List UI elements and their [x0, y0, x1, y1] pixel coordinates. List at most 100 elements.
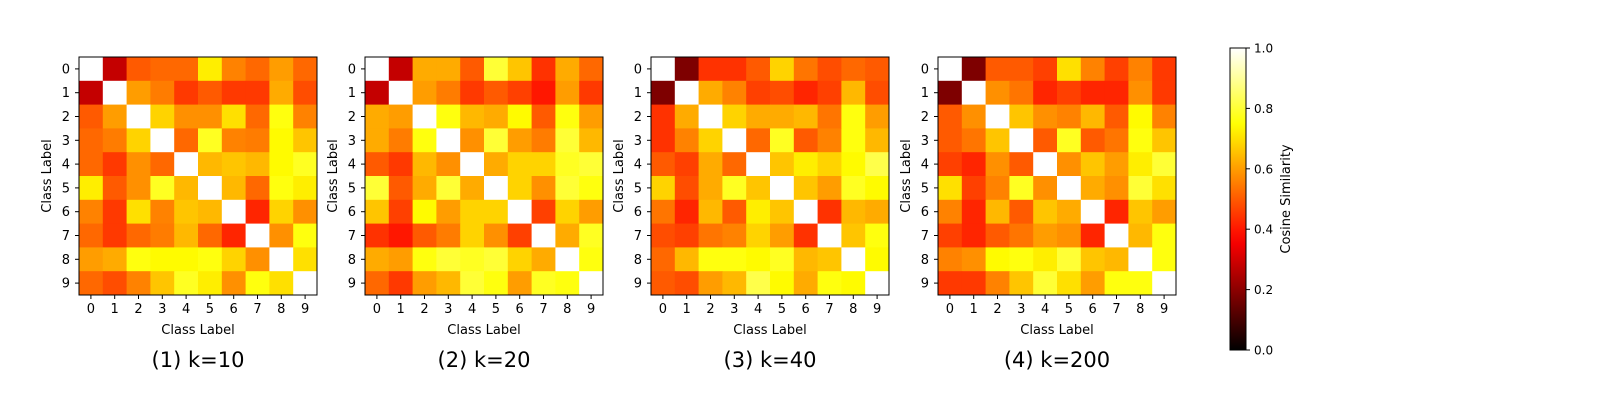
heatmap-cell: [221, 199, 247, 225]
colorbar: 0.0 0.2 0.4 0.6 0.8 1.0 Cosine Similarity: [1229, 42, 1294, 358]
heatmap-cell: [150, 152, 175, 177]
heatmap-cell: [579, 176, 604, 201]
x-tick-label: 4: [1041, 302, 1049, 317]
heatmap-cell: [555, 247, 580, 272]
heatmap-cell: [746, 57, 771, 82]
heatmap-cell: [484, 128, 509, 153]
colorbar-tick-label: 0.6: [1254, 162, 1273, 176]
heatmap-cell: [1033, 80, 1058, 106]
heatmap-cell: [365, 271, 390, 296]
x-tick-label: 2: [134, 302, 142, 317]
heatmap-cell: [126, 152, 151, 177]
heatmap-cell: [722, 247, 747, 272]
heatmap-cell: [817, 223, 842, 248]
heatmap-cell: [365, 128, 390, 153]
heatmap-cell: [221, 223, 247, 248]
heatmap-cell: [531, 271, 556, 296]
x-tick-label: 2: [993, 302, 1001, 317]
heatmap-cell: [817, 128, 842, 153]
heatmap-cell: [770, 152, 795, 177]
heatmap-cell: [269, 271, 294, 296]
x-tick-label: 9: [587, 302, 595, 317]
heatmap-cell: [365, 247, 390, 272]
heatmap-cell: [817, 104, 842, 129]
x-tick-label: 5: [1065, 302, 1073, 317]
heatmap-cell: [1033, 176, 1058, 201]
heatmap-cell: [79, 176, 104, 201]
heatmap-cell: [150, 104, 175, 129]
heatmap-cell: [150, 271, 175, 296]
heatmap-cell: [555, 223, 580, 248]
heatmap-cell: [1104, 199, 1129, 225]
heatmap-cell: [865, 199, 890, 225]
heatmap-cell: [1057, 80, 1082, 106]
heatmap-cell: [150, 199, 175, 225]
x-tick-label: 0: [659, 302, 667, 317]
heatmap-cell: [674, 271, 700, 296]
heatmap-cell: [651, 176, 676, 201]
heatmap-cell: [674, 104, 700, 129]
heatmap-cell: [484, 80, 509, 106]
heatmap-cell: [174, 152, 199, 177]
heatmap-cell: [985, 80, 1010, 106]
heatmap-cell: [436, 57, 461, 82]
heatmap-cell: [1152, 152, 1177, 177]
heatmap-cell: [1128, 271, 1153, 296]
y-tick-label: 0: [921, 62, 929, 77]
heatmap-cell: [817, 152, 842, 177]
heatmap-cell: [1080, 176, 1106, 201]
heatmap-cell: [460, 152, 485, 177]
heatmap-cell: [722, 271, 747, 296]
heatmap-cell: [674, 80, 700, 106]
heatmap-cell: [531, 152, 556, 177]
y-tick-label: 5: [921, 181, 929, 196]
heatmap-cell: [1152, 128, 1177, 153]
y-tick-label: 7: [921, 229, 929, 244]
heatmap-cell: [1152, 247, 1177, 272]
heatmap-cell: [293, 152, 318, 177]
heatmap-cell: [1033, 57, 1058, 82]
heatmap-cell: [961, 199, 987, 225]
heatmap-cell: [722, 80, 747, 106]
y-tick-label: 4: [62, 158, 70, 173]
heatmap-cell: [985, 271, 1010, 296]
heatmap-cell: [555, 176, 580, 201]
heatmap-cell: [1080, 199, 1106, 225]
heatmap-cell: [174, 271, 199, 296]
y-tick-label: 1: [348, 86, 356, 101]
heatmap-cell: [579, 199, 604, 225]
x-tick-label: 9: [1160, 302, 1168, 317]
heatmap-cell: [269, 80, 294, 106]
y-tick-label: 0: [634, 62, 642, 77]
heatmap-cell: [507, 176, 533, 201]
heatmap-cell: [985, 176, 1010, 201]
heatmap-cell: [221, 271, 247, 296]
heatmap-cell: [1009, 199, 1034, 225]
x-tick-label: 1: [111, 302, 119, 317]
heatmap-cell: [770, 247, 795, 272]
heatmap-cell: [1033, 152, 1058, 177]
heatmap-cell: [174, 104, 199, 129]
heatmap-cell: [269, 199, 294, 225]
x-tick-label: 2: [706, 302, 714, 317]
heatmap-cell: [1104, 152, 1129, 177]
y-tick-label: 0: [62, 62, 70, 77]
heatmap-frame: [364, 56, 604, 296]
heatmap-cell: [412, 152, 437, 177]
heatmap-cell: [698, 57, 723, 82]
x-tick-label: 6: [802, 302, 810, 317]
heatmap-cell: [865, 80, 890, 106]
heatmap-cell: [938, 199, 963, 225]
heatmap-cell: [651, 199, 676, 225]
heatmap-cell: [770, 128, 795, 153]
heatmap-cell: [841, 223, 866, 248]
heatmap-cell: [1152, 80, 1177, 106]
heatmap-cell: [126, 199, 151, 225]
heatmap-cell: [555, 271, 580, 296]
heatmap-cell: [579, 57, 604, 82]
heatmap-cell: [1128, 80, 1153, 106]
heatmap-cell: [1009, 57, 1034, 82]
heatmap-cell: [269, 176, 294, 201]
